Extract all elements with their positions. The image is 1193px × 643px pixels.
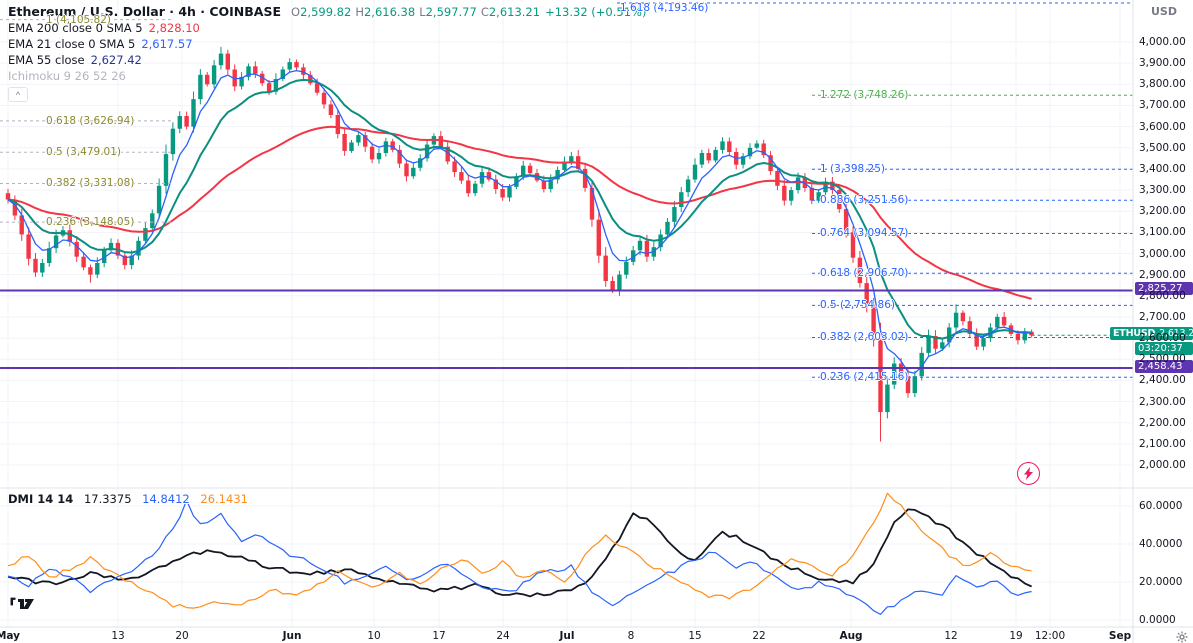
price-axis-label: 2,700.00 [1139, 310, 1186, 323]
price-axis-label: 3,300.00 [1139, 184, 1186, 197]
time-axis-label: Jun [282, 630, 302, 642]
price-axis-label: 3,400.00 [1139, 162, 1186, 175]
dmi-axis-label: 0.0000 [1139, 614, 1176, 626]
price-axis-label: 3,700.00 [1139, 99, 1186, 112]
time-axis-label: Jul [559, 630, 575, 642]
time-axis-label: 20 [175, 630, 189, 642]
price-axis-label: 3,500.00 [1139, 141, 1186, 154]
symbol-title[interactable]: Ethereum / U.S. Dollar · 4h · COINBASE [8, 4, 282, 19]
indicator-value: 2,828.10 [148, 21, 200, 35]
price-axis-label: 2,600.00 [1139, 332, 1186, 345]
time-axis-label: 19 [1009, 630, 1023, 642]
price-axis-label: 2,800.00 [1139, 289, 1186, 302]
flash-alert-icon[interactable] [1017, 462, 1040, 485]
price-axis-label: 4,000.00 [1139, 36, 1186, 48]
time-axis-label: 8 [627, 630, 635, 642]
dmi-adx-value: 17.3375 [83, 492, 132, 506]
dmi-axis-label: 40.0000 [1139, 538, 1183, 550]
price-axis-label: 3,200.00 [1139, 205, 1186, 218]
dmi-axis-label: 20.0000 [1139, 576, 1183, 588]
dmi-title: DMI 14 14 [8, 492, 74, 506]
indicator-row-ema55[interactable]: EMA 55 close 2,627.42 [8, 53, 142, 67]
time-axis-label: 15 [688, 630, 702, 642]
price-axis-label: 3,000.00 [1139, 247, 1186, 260]
indicator-row-ichimoku[interactable]: Ichimoku 9 26 52 26 [8, 69, 126, 83]
price-axis-label: 2,300.00 [1139, 395, 1186, 408]
dmi-plusdi-value: 14.8412 [142, 492, 190, 506]
indicator-row-ema200[interactable]: EMA 200 close 0 SMA 5 2,828.10 [8, 21, 200, 35]
price-axis-label: 3,600.00 [1139, 120, 1186, 133]
time-axis-label: 10 [367, 630, 381, 642]
dmi-minusdi-value: 26.1431 [200, 492, 248, 506]
time-axis-label: 17 [432, 630, 446, 642]
time-axis-settings-gear-icon[interactable] [1176, 628, 1188, 643]
currency-toggle[interactable]: USD [1151, 5, 1177, 18]
indicator-value: 2,617.57 [141, 37, 193, 51]
time-axis-label: May [0, 630, 21, 642]
price-axis-label: 2,100.00 [1139, 437, 1186, 450]
indicator-value: 2,627.42 [90, 53, 142, 67]
price-axis-label: 3,100.00 [1139, 226, 1186, 239]
price-axis-label: 2,900.00 [1139, 268, 1186, 281]
tradingview-logo[interactable] [10, 596, 36, 616]
price-axis-label: 2,200.00 [1139, 416, 1186, 429]
indicator-row-ema21[interactable]: EMA 21 close 0 SMA 5 2,617.57 [8, 37, 193, 51]
time-axis-label: 22 [752, 630, 766, 642]
price-axis-label: 2,000.00 [1139, 459, 1186, 471]
time-axis-label: 24 [496, 630, 510, 642]
dmi-legend[interactable]: DMI 14 14 17.3375 14.8412 26.1431 [8, 492, 255, 506]
legend-collapse-button[interactable]: ^ [8, 87, 28, 102]
price-axis-label: 3,800.00 [1139, 78, 1186, 91]
time-axis-label: Sep [1108, 630, 1132, 642]
time-axis-label: 12 [944, 630, 958, 642]
price-axis-label: 3,900.00 [1139, 57, 1186, 70]
price-axis-label: 2,500.00 [1139, 353, 1186, 366]
time-axis-label: 12:00 [1034, 630, 1066, 642]
time-axis-label: 13 [111, 630, 125, 642]
dmi-axis-label: 60.0000 [1139, 500, 1183, 512]
time-axis-label: Aug [839, 630, 863, 642]
price-axis-label: 2,400.00 [1139, 374, 1186, 387]
